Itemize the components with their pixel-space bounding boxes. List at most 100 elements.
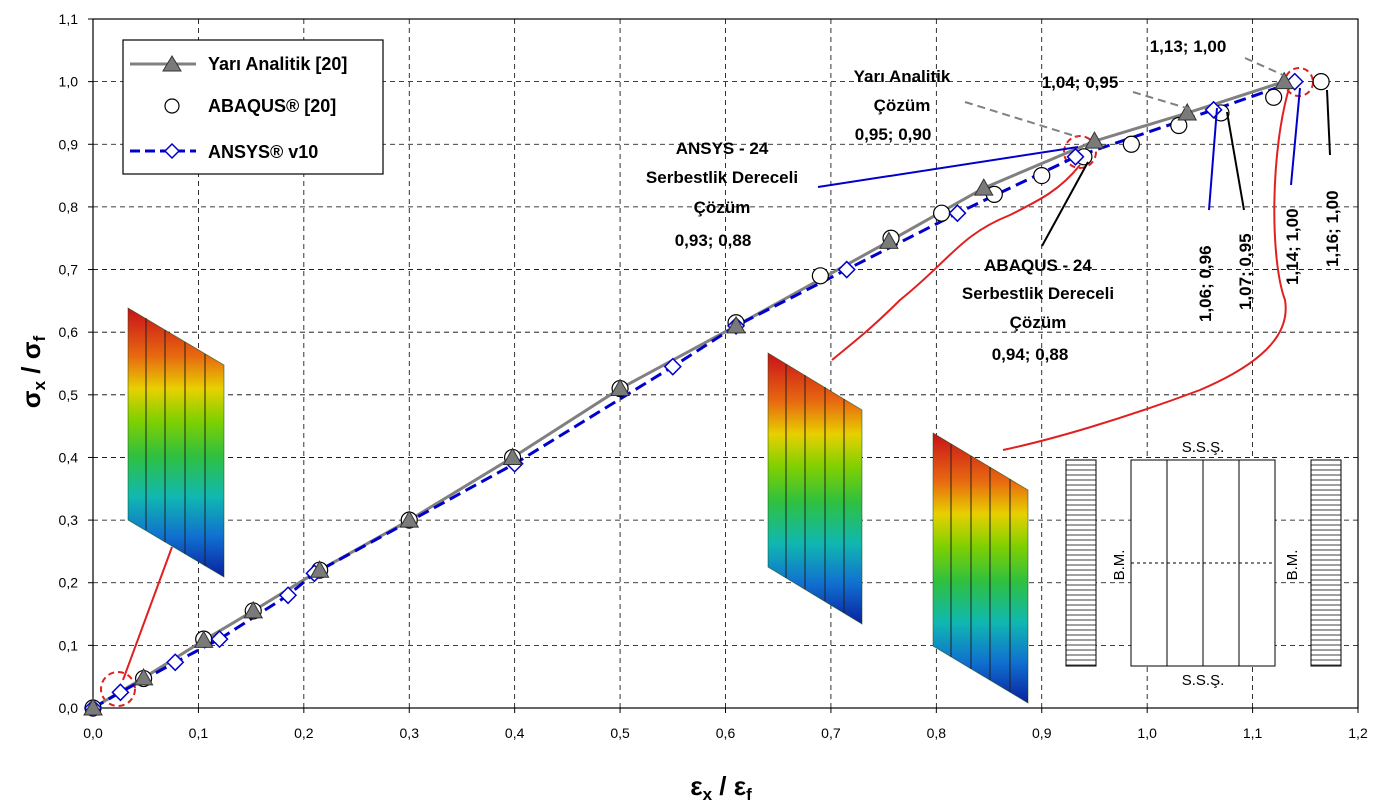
diagram-right-label: B.M.: [1284, 550, 1301, 581]
legend-item-ansys: ANSYS® v10: [130, 142, 318, 162]
data-point-abaqus: [933, 204, 951, 222]
annot-abaqus-line2: Serbestlik Dereceli: [962, 284, 1114, 303]
annot-abaqus-line1: ABAQUS - 24: [984, 256, 1092, 275]
annot-abaqus-line3: Çözüm: [1010, 313, 1067, 332]
annot-yari-value: 0,95; 0,90: [855, 125, 932, 144]
diamond-marker-icon: [163, 142, 181, 160]
y-tick-label: 0,8: [59, 199, 79, 215]
data-point-abaqus: [1265, 88, 1283, 106]
annot-abaqus-value: 0,94; 0,88: [992, 345, 1069, 364]
legend: Yarı Analitik [20] ABAQUS® [20] ANSYS® v…: [122, 39, 384, 175]
data-point-yari: [399, 510, 420, 528]
data-point-yari: [502, 447, 523, 465]
y-tick-label: 0,6: [59, 324, 79, 340]
annot-ansys-line1: ANSYS - 24: [676, 139, 769, 158]
data-point-yari: [83, 697, 103, 716]
y-tick-label: 0,9: [59, 136, 79, 152]
x-axis-title: εx / εf: [690, 771, 752, 804]
leader-p1: [1132, 91, 1194, 111]
y-tick-label: 0,0: [59, 700, 79, 716]
data-point-abaqus: [811, 267, 829, 285]
data-point-yari: [309, 560, 330, 578]
annot-yari-line2: Çözüm: [874, 96, 931, 115]
data-point-yari: [1084, 131, 1105, 149]
data-point-abaqus: [1122, 135, 1140, 153]
fe-contour-image-2: [767, 352, 863, 625]
series-line-ansys: [92, 80, 1296, 710]
data-point-ansys: [948, 204, 967, 223]
x-tick-label: 0,0: [83, 725, 103, 741]
data-point-ansys: [210, 630, 229, 649]
data-point-ansys: [663, 357, 682, 376]
data-point-abaqus: [1312, 73, 1330, 91]
data-point-ansys: [166, 653, 185, 672]
x-tick-label: 1,2: [1348, 725, 1368, 741]
data-point-yari: [1274, 71, 1295, 90]
diagram-top-label: S.S.Ş.: [1182, 439, 1225, 456]
data-point-ansys: [111, 683, 130, 702]
annot-yari-line1: Yarı Analitik: [854, 67, 951, 86]
red-callout-1: [122, 546, 173, 681]
annot-v2: 1,07; 0,95: [1236, 233, 1255, 310]
data-point-yari: [879, 231, 899, 249]
data-point-yari: [243, 600, 264, 619]
x-tick-label: 0,2: [294, 725, 314, 741]
legend-item-abaqus: ABAQUS® [20]: [164, 96, 336, 116]
leader-p2: [1244, 57, 1284, 76]
y-tick-label: 1,1: [59, 11, 79, 27]
annot-p2: 1,13; 1,00: [1150, 37, 1227, 56]
data-point-ansys: [278, 586, 298, 605]
annot-v4: 1,16; 1,00: [1323, 190, 1342, 267]
data-point-yari: [133, 667, 154, 686]
annot-v3: 1,14; 1,00: [1283, 208, 1302, 285]
data-point-yari: [726, 315, 746, 334]
circle-marker-icon: [164, 98, 180, 114]
x-tick-label: 0,4: [505, 725, 525, 741]
leader-ansys: [817, 146, 1079, 188]
diagram-bottom-label: S.S.Ş.: [1182, 672, 1225, 689]
y-tick-label: 0,2: [59, 575, 79, 591]
legend-label-abaqus: ABAQUS® [20]: [208, 96, 336, 116]
legend-item-yari: Yarı Analitik [20]: [130, 54, 347, 74]
x-tick-label: 0,5: [610, 725, 630, 741]
leader-abaqus: [1041, 161, 1089, 247]
y-tick-label: 0,1: [59, 637, 79, 653]
leader-v3: [1290, 87, 1301, 186]
y-tick-label: 1,0: [59, 74, 79, 90]
red-callout-2: [831, 164, 1081, 361]
triangle-marker-icon: [162, 55, 182, 72]
data-point-abaqus: [1170, 116, 1188, 135]
highlight-circle-origin: [100, 671, 136, 707]
fe-contour-image-3: [932, 432, 1029, 704]
diagram-left-label: B.M.: [1111, 550, 1128, 581]
hatch-frame: [1310, 459, 1342, 667]
x-tick-label: 1,0: [1137, 725, 1157, 741]
annot-ansys-value: 0,93; 0,88: [675, 231, 752, 250]
legend-label-ansys: ANSYS® v10: [208, 142, 318, 162]
y-axis-title: σx / σf: [16, 335, 49, 408]
x-tick-label: 0,9: [1032, 725, 1052, 741]
x-tick-label: 0,1: [189, 725, 209, 741]
data-point-yari: [193, 630, 214, 648]
legend-label-yari: Yarı Analitik [20]: [208, 54, 347, 74]
x-tick-label: 1,1: [1243, 725, 1263, 741]
highlight-circle-mid: [1063, 135, 1097, 169]
data-point-abaqus: [1033, 166, 1051, 185]
data-point-yari: [973, 178, 994, 196]
data-point-yari: [610, 378, 630, 397]
data-point-ansys: [1066, 147, 1085, 166]
leader-v4: [1326, 89, 1331, 156]
red-callout-3: [1002, 84, 1291, 451]
x-tick-label: 0,6: [716, 725, 736, 741]
fe-contour-image-1: [127, 307, 225, 578]
x-tick-labels: 0,0 0,1 0,2 0,3 0,4 0,5 0,6 0,7 0,8 0,9 1,0 1,1 1,2: [83, 708, 1368, 741]
y-tick-label: 0,5: [59, 387, 79, 403]
y-tick-label: 0,4: [59, 449, 79, 465]
annot-ansys-line3: Çözüm: [694, 198, 751, 217]
leader-yari: [964, 101, 1079, 138]
x-tick-label: 0,8: [927, 725, 947, 741]
load-hatch-left: [1065, 459, 1097, 667]
load-hatch-right: [1310, 459, 1342, 667]
hatch-frame: [1065, 459, 1097, 667]
